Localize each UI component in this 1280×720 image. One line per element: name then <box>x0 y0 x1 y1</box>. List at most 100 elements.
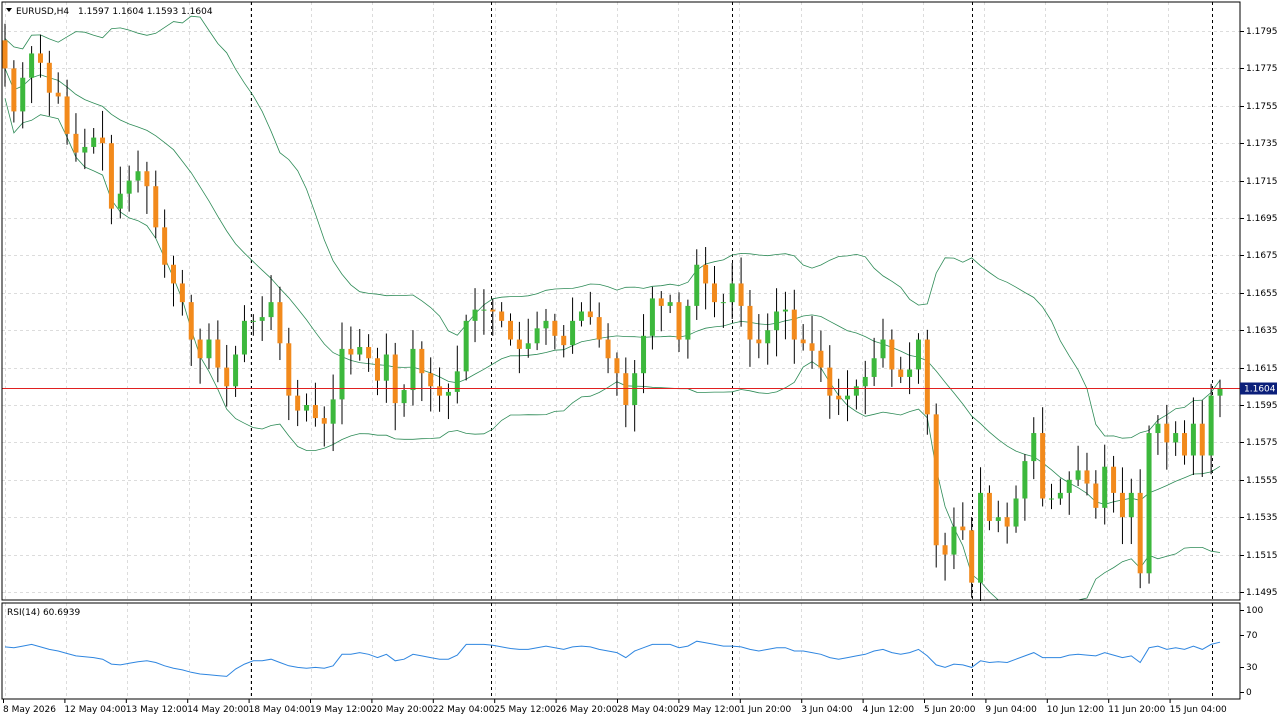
candle[interactable] <box>729 262 735 319</box>
candle[interactable] <box>1111 455 1117 513</box>
candle[interactable] <box>960 502 966 540</box>
candle[interactable] <box>587 291 593 325</box>
candle[interactable] <box>915 333 921 384</box>
candle[interactable] <box>995 500 1001 533</box>
candle[interactable] <box>321 406 327 447</box>
candle[interactable] <box>499 302 505 328</box>
candle[interactable] <box>339 322 345 425</box>
candle[interactable] <box>419 341 425 402</box>
candle[interactable] <box>738 257 744 327</box>
candle[interactable] <box>1217 379 1223 418</box>
candle[interactable] <box>765 313 771 365</box>
candle[interactable] <box>37 34 43 78</box>
candle[interactable] <box>91 128 97 154</box>
candle[interactable] <box>898 356 904 384</box>
candle[interactable] <box>658 291 664 332</box>
candle[interactable] <box>1093 470 1099 519</box>
candle[interactable] <box>1119 467 1125 545</box>
candle[interactable] <box>516 321 522 374</box>
candle[interactable] <box>295 379 301 427</box>
candle[interactable] <box>135 150 141 193</box>
candle[interactable] <box>1031 417 1037 480</box>
candle[interactable] <box>374 347 380 396</box>
candle[interactable] <box>304 393 310 422</box>
candle[interactable] <box>649 286 655 350</box>
candle[interactable] <box>578 302 584 327</box>
candle[interactable] <box>1004 502 1010 544</box>
candle[interactable] <box>711 265 717 318</box>
candle[interactable] <box>836 378 842 415</box>
candle[interactable] <box>11 60 17 123</box>
candle[interactable] <box>951 507 957 570</box>
candle[interactable] <box>1048 483 1054 510</box>
candle[interactable] <box>108 134 114 225</box>
candle[interactable] <box>871 337 877 387</box>
candle[interactable] <box>162 209 168 278</box>
candle[interactable] <box>2 23 8 87</box>
candle[interactable] <box>703 247 709 310</box>
candle[interactable] <box>827 345 833 419</box>
candle[interactable] <box>55 72 61 104</box>
time-axis[interactable]: 8 May 2026 12 May 04:00 13 May 12:00 14 May… <box>3 699 1227 715</box>
candle[interactable] <box>756 314 762 359</box>
candle[interactable] <box>117 166 123 219</box>
candle[interactable] <box>215 320 221 383</box>
candle[interactable] <box>144 161 150 214</box>
candle[interactable] <box>685 299 691 359</box>
candle[interactable] <box>782 291 788 340</box>
candle[interactable] <box>1128 478 1134 545</box>
candle[interactable] <box>1155 415 1161 455</box>
candle[interactable] <box>206 323 212 370</box>
candle[interactable] <box>1022 454 1028 521</box>
candle[interactable] <box>224 344 230 407</box>
candle[interactable] <box>774 288 780 357</box>
candle[interactable] <box>490 298 496 336</box>
candle[interactable] <box>20 62 26 129</box>
candle[interactable] <box>1137 469 1143 589</box>
candle[interactable] <box>64 79 70 145</box>
candle[interactable] <box>481 289 487 335</box>
candle[interactable] <box>82 128 88 170</box>
candles[interactable] <box>2 23 1223 602</box>
candle[interactable] <box>534 311 540 351</box>
candle[interactable] <box>561 325 567 358</box>
candle[interactable] <box>1040 407 1046 507</box>
candle[interactable] <box>1199 400 1205 477</box>
dropdown-triangle-icon[interactable] <box>6 8 12 12</box>
candle[interactable] <box>1190 397 1196 475</box>
candle[interactable] <box>153 170 159 239</box>
candle[interactable] <box>623 357 629 428</box>
candle[interactable] <box>969 516 975 598</box>
candle[interactable] <box>463 314 469 381</box>
candle[interactable] <box>1173 421 1179 456</box>
candle[interactable] <box>410 330 416 406</box>
candle[interactable] <box>845 370 851 422</box>
candle[interactable] <box>552 313 558 350</box>
candle[interactable] <box>428 357 434 412</box>
candle[interactable] <box>800 324 806 351</box>
candle[interactable] <box>809 315 815 369</box>
candle[interactable] <box>126 165 132 212</box>
candle[interactable] <box>862 360 868 415</box>
candle[interactable] <box>286 327 292 421</box>
candle[interactable] <box>1075 445 1081 487</box>
candle[interactable] <box>366 334 372 372</box>
candle[interactable] <box>720 293 726 328</box>
candle[interactable] <box>330 374 336 452</box>
candle[interactable] <box>1164 404 1170 470</box>
candle[interactable] <box>188 294 194 366</box>
candle[interactable] <box>1013 485 1019 533</box>
candle[interactable] <box>676 292 682 352</box>
candle[interactable] <box>880 318 886 368</box>
candle[interactable] <box>241 305 247 363</box>
candle[interactable] <box>525 318 531 358</box>
candle[interactable] <box>392 342 398 431</box>
candle[interactable] <box>259 296 265 341</box>
candle[interactable] <box>1084 452 1090 496</box>
candle[interactable] <box>472 288 478 343</box>
candle[interactable] <box>29 46 35 104</box>
candle[interactable] <box>1057 478 1063 505</box>
candle[interactable] <box>694 249 700 320</box>
candle[interactable] <box>312 382 318 427</box>
